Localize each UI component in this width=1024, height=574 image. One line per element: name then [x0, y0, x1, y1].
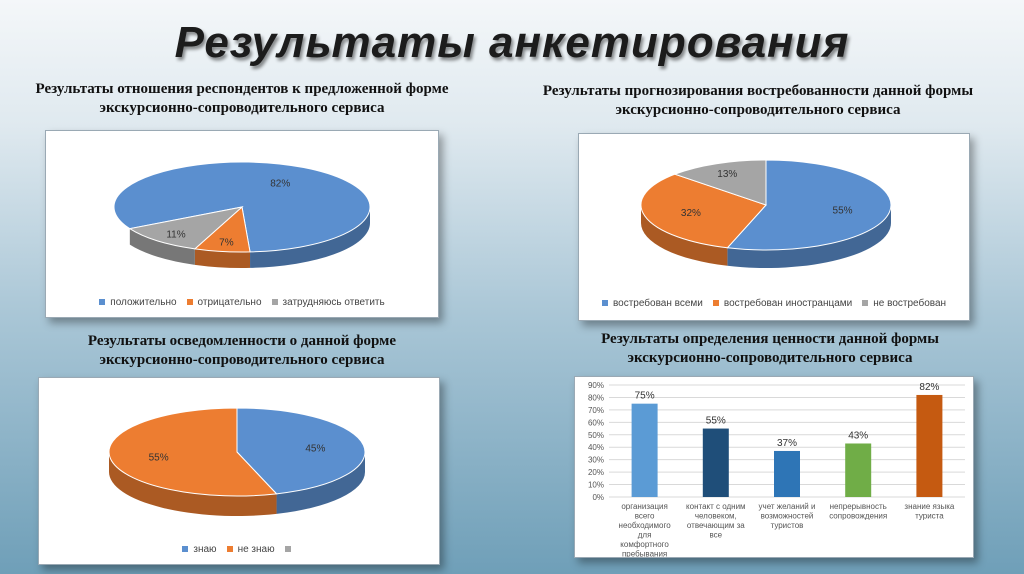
legend-item-0: знаю: [182, 544, 217, 555]
legend-item-2: не востребован: [862, 298, 946, 309]
legend-swatch-0: [601, 300, 608, 307]
pie-label-0: 55%: [833, 205, 853, 216]
y-tick-label: 10%: [588, 481, 604, 490]
chart-panel-attitude: 82% 7% 11% положительно отрицательно затрудн…: [45, 130, 439, 318]
pie-side-1: [109, 452, 277, 516]
legend-item-1: не знаю: [226, 544, 275, 555]
legend-swatch-1: [186, 299, 193, 306]
x-category-label-4: знание языка туриста: [904, 502, 955, 521]
chart-panel-awareness: 45% 55% знаю не знаю: [38, 377, 440, 565]
bar-0: [631, 403, 658, 497]
legend-item-0: востребован всеми: [601, 298, 703, 309]
legend-demand: востребован всеми востребован иностранцам…: [579, 298, 969, 309]
legend-swatch-2: [271, 299, 278, 306]
legend-label-0: востребован всеми: [612, 298, 703, 309]
pie-slice-2: [673, 159, 767, 206]
pie-slice-2: [128, 206, 244, 250]
bar-2: [774, 450, 800, 497]
pie-label-2: 11%: [166, 229, 185, 240]
pie-side-0: [727, 205, 891, 268]
legend-label-2: затрудняюсь ответить: [282, 297, 385, 308]
x-category-label-0: организация всего необходимого для комфортно…: [619, 502, 672, 557]
pie-side-2: [129, 228, 195, 265]
bar-chart-value: 0% 10% 20% 30% 40% 50% 60% 70% 80% 90% 75% организа…: [588, 381, 965, 557]
pie-side-1: [641, 205, 728, 266]
bar-label-4: 82%: [919, 382, 939, 393]
y-tick-label: 50%: [588, 431, 604, 440]
chart-panel-demand: 55% 32% 13% востребован всеми востребован и…: [578, 133, 970, 321]
chart-panel-value: 0% 10% 20% 30% 40% 50% 60% 70% 80% 90% 75% организа…: [574, 376, 974, 558]
y-tick-label: 60%: [588, 418, 604, 427]
x-category-label-1: контакт с одним человеком, отвечающим за вс…: [686, 502, 746, 540]
y-tick-label: 20%: [588, 468, 604, 477]
bar-label-1: 55%: [706, 416, 726, 427]
legend-item-2: [284, 544, 296, 555]
pie-sides: [641, 205, 891, 268]
pie-slice-0: [236, 407, 366, 495]
legend-item-2: затрудняюсь ответить: [271, 297, 385, 308]
bar-grid: [609, 384, 965, 498]
legend-swatch-1: [712, 300, 719, 307]
legend-label-0: знаю: [193, 544, 217, 555]
y-tick-label: 0%: [592, 493, 604, 502]
pie-chart-attitude: 82% 7% 11%: [113, 161, 371, 268]
x-category-label-3: непрерывность сопровождения: [829, 502, 887, 521]
pie-chart-demand: 55% 32% 13%: [640, 159, 892, 268]
y-tick-label: 80%: [588, 393, 604, 402]
pie-label-0: 45%: [305, 444, 325, 455]
pie-side-0: [250, 207, 370, 268]
pie-slice-1: [108, 407, 278, 497]
pie-label-1: 7%: [219, 238, 234, 249]
legend-item-0: положительно: [99, 297, 177, 308]
pie-side-0: [276, 452, 365, 514]
pie-sides: [129, 207, 370, 268]
legend-attitude: положительно отрицательно затрудняюсь отве…: [46, 297, 438, 308]
pie-slice-1: [640, 173, 767, 249]
legend-swatch-2: [284, 546, 291, 553]
y-tick-label: 90%: [588, 381, 604, 390]
caption-value: Результаты определения ценности данной ф…: [601, 331, 939, 366]
legend-swatch-0: [99, 299, 106, 306]
pie-label-0: 82%: [270, 179, 290, 190]
legend-item-1: востребован иностранцами: [712, 298, 853, 309]
pie-sides: [109, 452, 365, 516]
y-tick-label: 40%: [588, 443, 604, 452]
legend-swatch-2: [862, 300, 869, 307]
bar-label-3: 43%: [848, 430, 868, 441]
legend-item-1: отрицательно: [186, 297, 262, 308]
y-tick-label: 70%: [588, 406, 604, 415]
pie-side-1: [194, 248, 251, 268]
caption-demand: Результаты прогнозирования востребованно…: [542, 83, 974, 118]
pie-label-2: 13%: [717, 169, 737, 180]
caption-awareness: Результаты осведомленности о данной форм…: [87, 333, 397, 368]
bar-3: [845, 443, 872, 497]
legend-label-1: отрицательно: [197, 297, 262, 308]
bar-4: [916, 394, 943, 497]
legend-label-1: востребован иностранцами: [723, 298, 853, 309]
legend-swatch-0: [182, 546, 189, 553]
legend-awareness: знаю не знаю: [39, 544, 439, 555]
bar-label-2: 37%: [777, 438, 797, 449]
legend-label-1: не знаю: [237, 544, 275, 555]
x-category-label-2: учет желаний и возможностей туристов: [759, 502, 816, 530]
pie-label-1: 32%: [681, 208, 701, 219]
bar-1: [702, 428, 729, 497]
pie-chart-awareness: 45% 55%: [108, 407, 366, 516]
legend-swatch-1: [226, 546, 233, 553]
pie-slice-0: [726, 159, 892, 251]
legend-label-2: не востребован: [873, 298, 947, 309]
bar-label-0: 75%: [635, 391, 655, 402]
page-title: Результаты анкетирования: [174, 18, 850, 67]
y-tick-label: 30%: [588, 456, 604, 465]
legend-label-0: положительно: [110, 297, 177, 308]
pie-label-1: 55%: [149, 452, 169, 463]
caption-attitude: Результаты отношения респондентов к пред…: [35, 81, 449, 116]
